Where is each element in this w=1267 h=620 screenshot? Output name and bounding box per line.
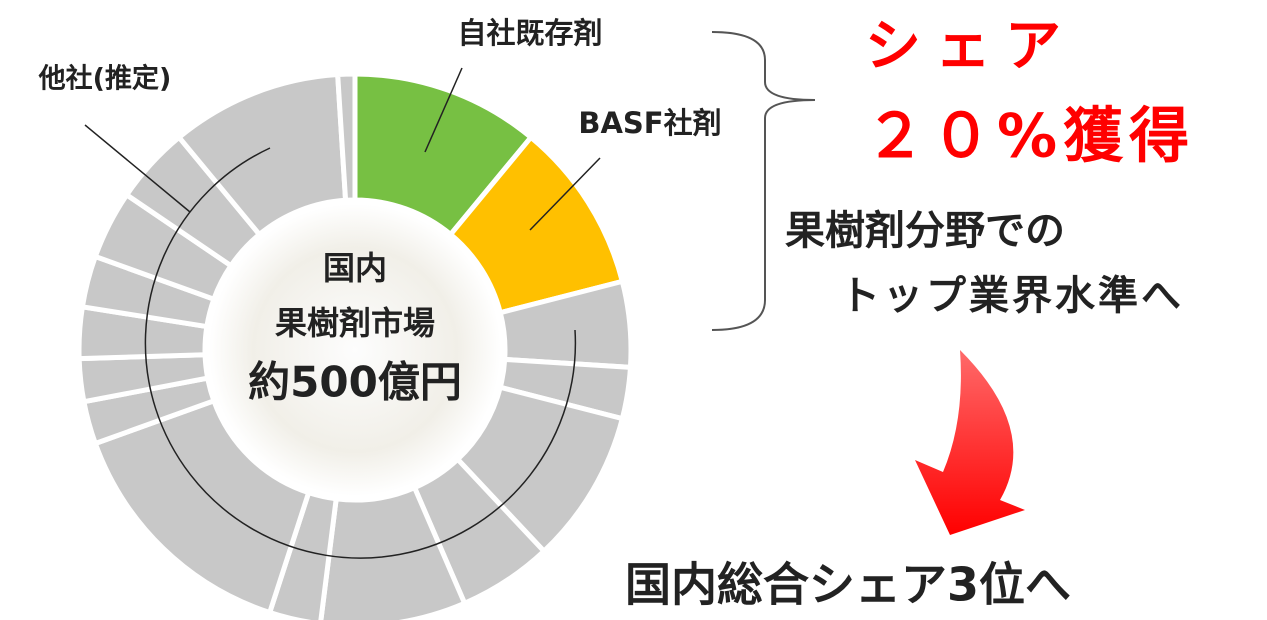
center-circle [209,204,501,496]
center-text: 果樹剤市場 [275,304,435,342]
segment-label: BASF社剤 [578,106,721,140]
conclusion: 国内総合シェア3位へ [625,558,1071,612]
headline: シェア [865,14,1075,79]
page: {"chart_data": { "type": "donut", "categ… [0,0,1267,620]
headline: ２０%獲得 [865,102,1195,172]
subtext: トップ業界水準へ [840,273,1184,319]
segment-label: 自社既存剤 [457,16,602,50]
arrow [915,350,1025,535]
brace [712,32,815,330]
chart: 国内 果樹剤市場 約500億円 シェア ２０%獲得 果樹剤分野での トップ業界水… [0,0,1267,620]
center-text: 国内 [323,249,387,287]
group-label: 他社(推定) [38,63,172,95]
center-text: 約500億円 [248,358,462,407]
subtext: 果樹剤分野での [785,208,1065,254]
